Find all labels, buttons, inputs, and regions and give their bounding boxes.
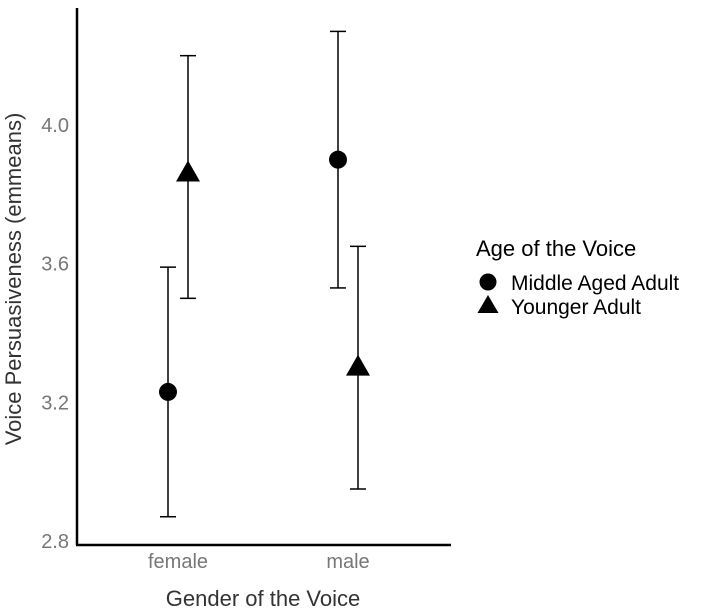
x-tick-label-male: male: [326, 551, 369, 573]
legend: Age of the Voice Middle Aged Adult Young…: [476, 236, 679, 319]
point-younger-adult-female: [176, 160, 200, 182]
x-tick-label-female: female: [148, 551, 208, 573]
x-axis-title: Gender of the Voice: [166, 586, 360, 609]
point-younger-adult-male: [346, 354, 370, 376]
plot-area: 2.8 3.2 3.6 4.0 female male: [41, 8, 451, 573]
y-tick-label-0: 2.8: [41, 531, 69, 553]
point-middle-aged-adult-female: [159, 382, 177, 401]
legend-label-middle-aged-adult: Middle Aged Adult: [511, 272, 679, 295]
y-tick-label-2: 3.6: [41, 254, 69, 276]
legend-marker-middle-aged-adult: [479, 273, 497, 291]
point-middle-aged-adult-male: [329, 150, 347, 169]
legend-title: Age of the Voice: [476, 236, 636, 261]
legend-marker-younger-adult: [477, 295, 499, 313]
y-axis-title: Voice Persuasiveness (emmeans): [1, 113, 26, 446]
y-tick-label-1: 3.2: [41, 392, 69, 414]
legend-label-younger-adult: Younger Adult: [511, 296, 641, 319]
y-tick-label-3: 4.0: [41, 115, 69, 137]
